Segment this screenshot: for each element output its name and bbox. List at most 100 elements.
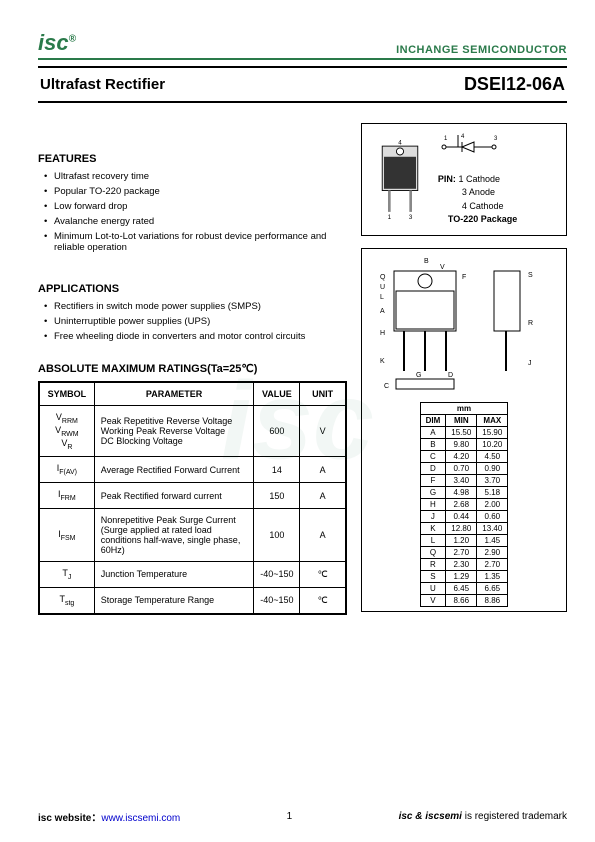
- cell-max: 6.65: [477, 582, 508, 594]
- website-link[interactable]: www.iscsemi.com: [101, 813, 180, 824]
- svg-text:D: D: [448, 372, 453, 379]
- product-category: Ultrafast Rectifier: [40, 76, 165, 93]
- table-row: R2.302.70: [420, 558, 508, 570]
- dimension-table: mm DIM MIN MAX A15.5015.90B9.8010.20C4.2…: [420, 402, 509, 607]
- cell-min: 3.40: [446, 474, 477, 486]
- svg-text:R: R: [528, 320, 533, 327]
- package-diagram-box: 4 1 3 1 3 4 PIN: 1 Cathode 3: [361, 123, 567, 236]
- cell-max: 1.45: [477, 534, 508, 546]
- cell-dim: J: [420, 510, 446, 522]
- company-name: INCHANGE SEMICONDUCTOR: [396, 44, 567, 56]
- svg-text:G: G: [416, 372, 421, 379]
- col-param: PARAMETER: [94, 382, 254, 406]
- cell-dim: K: [420, 522, 446, 534]
- table-row: F3.403.70: [420, 474, 508, 486]
- table-row: D0.700.90: [420, 462, 508, 474]
- cell-value: 150: [254, 483, 300, 509]
- cell-dim: L: [420, 534, 446, 546]
- mechanical-drawing-icon: B V F Q U L A H K G D C S J R: [366, 253, 556, 393]
- page-header: isc® INCHANGE SEMICONDUCTOR: [38, 30, 567, 60]
- svg-text:L: L: [380, 294, 384, 301]
- to220-icon: 4 1 3: [370, 139, 430, 219]
- list-item: Free wheeling diode in converters and mo…: [44, 331, 347, 342]
- list-item: Uninterruptible power supplies (UPS): [44, 316, 347, 327]
- table-row: K12.8013.40: [420, 522, 508, 534]
- cell-min: 1.20: [446, 534, 477, 546]
- cell-max: 3.70: [477, 474, 508, 486]
- cell-symbol: TJ: [39, 561, 94, 587]
- table-row: B9.8010.20: [420, 438, 508, 450]
- cell-param: Junction Temperature: [94, 561, 254, 587]
- cell-param: Peak Repetitive Reverse VoltageWorking P…: [94, 406, 254, 457]
- svg-text:H: H: [380, 330, 385, 337]
- cell-min: 2.30: [446, 558, 477, 570]
- cell-max: 10.20: [477, 438, 508, 450]
- svg-text:K: K: [380, 358, 385, 365]
- cell-symbol: Tstg: [39, 587, 94, 613]
- cell-unit: A: [300, 483, 346, 509]
- col-min: MIN: [446, 414, 477, 426]
- applications-list: Rectifiers in switch mode power supplies…: [38, 301, 347, 342]
- list-item: Minimum Lot-to-Lot variations for robust…: [44, 231, 347, 253]
- cell-min: 2.70: [446, 546, 477, 558]
- cell-value: 100: [254, 508, 300, 561]
- pin-info: 1 3 4 PIN: 1 Cathode 3 Anode 4 Cathode T…: [438, 132, 517, 227]
- part-number: DSEI12-06A: [464, 74, 565, 95]
- cell-min: 8.66: [446, 594, 477, 606]
- cell-symbol: VRRMVRWMVR: [39, 406, 94, 457]
- cell-min: 15.50: [446, 426, 477, 438]
- cell-dim: A: [420, 426, 446, 438]
- table-row: IFRMPeak Rectified forward current150A: [39, 483, 346, 509]
- table-row: C4.204.50: [420, 450, 508, 462]
- dimension-drawing: B V F Q U L A H K G D C S J R mm: [361, 248, 567, 612]
- svg-text:S: S: [528, 272, 533, 279]
- cell-max: 2.00: [477, 498, 508, 510]
- svg-text:A: A: [380, 308, 385, 315]
- table-row: U6.456.65: [420, 582, 508, 594]
- col-symbol: SYMBOL: [39, 382, 94, 406]
- page-footer: isc website：www.iscsemi.com 1 isc & iscs…: [38, 809, 567, 824]
- cell-min: 0.44: [446, 510, 477, 522]
- table-row: S1.291.35: [420, 570, 508, 582]
- svg-text:V: V: [440, 264, 445, 271]
- table-row: TstgStorage Temperature Range-40~150℃: [39, 587, 346, 613]
- cell-max: 4.50: [477, 450, 508, 462]
- cell-value: 14: [254, 457, 300, 483]
- cell-max: 13.40: [477, 522, 508, 534]
- cell-dim: V: [420, 594, 446, 606]
- svg-text:3: 3: [409, 214, 413, 219]
- cell-min: 4.20: [446, 450, 477, 462]
- svg-text:C: C: [384, 383, 389, 390]
- applications-heading: APPLICATIONS: [38, 283, 347, 295]
- svg-text:F: F: [462, 274, 466, 281]
- cell-dim: R: [420, 558, 446, 570]
- cell-dim: D: [420, 462, 446, 474]
- cell-min: 6.45: [446, 582, 477, 594]
- cell-value: -40~150: [254, 561, 300, 587]
- table-row: V8.668.86: [420, 594, 508, 606]
- trademark-text: isc & iscsemi is registered trademark: [399, 811, 567, 822]
- cell-unit: A: [300, 508, 346, 561]
- cell-min: 9.80: [446, 438, 477, 450]
- features-heading: FEATURES: [38, 153, 347, 165]
- list-item: Low forward drop: [44, 201, 347, 212]
- svg-text:B: B: [424, 258, 429, 265]
- svg-text:Q: Q: [380, 274, 386, 281]
- cell-max: 8.86: [477, 594, 508, 606]
- table-row: Q2.702.90: [420, 546, 508, 558]
- list-item: Rectifiers in switch mode power supplies…: [44, 301, 347, 312]
- cell-min: 0.70: [446, 462, 477, 474]
- svg-text:J: J: [528, 360, 532, 367]
- cell-param: Average Rectified Forward Current: [94, 457, 254, 483]
- cell-max: 0.90: [477, 462, 508, 474]
- title-bar: Ultrafast Rectifier DSEI12-06A: [38, 66, 567, 103]
- col-unit: UNIT: [300, 382, 346, 406]
- cell-param: Storage Temperature Range: [94, 587, 254, 613]
- cell-dim: C: [420, 450, 446, 462]
- cell-symbol: IF(AV): [39, 457, 94, 483]
- cell-min: 4.98: [446, 486, 477, 498]
- cell-dim: U: [420, 582, 446, 594]
- cell-max: 2.90: [477, 546, 508, 558]
- diode-symbol-icon: 1 3 4: [438, 132, 508, 162]
- cell-dim: B: [420, 438, 446, 450]
